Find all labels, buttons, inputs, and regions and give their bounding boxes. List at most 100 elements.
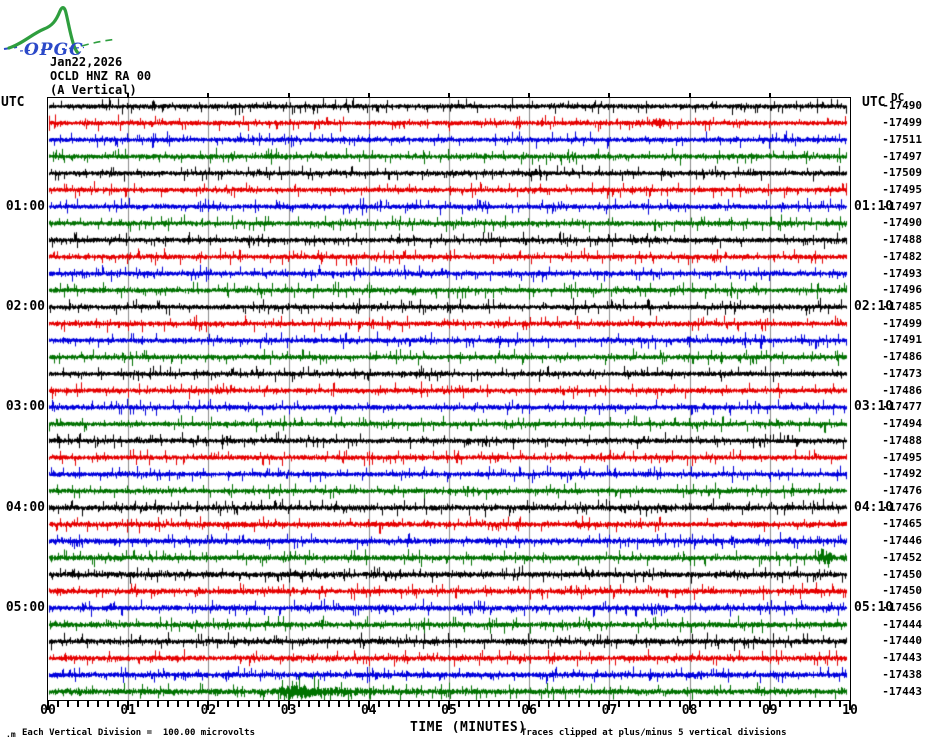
x-axis-minor-tick	[77, 701, 80, 707]
dc-value: -17496	[882, 283, 922, 297]
right-time-label: 02:10	[854, 299, 894, 315]
right-time-label: 05:10	[854, 600, 894, 616]
x-axis-minor-tick	[267, 701, 270, 707]
dc-value: -17490	[882, 216, 922, 230]
left-time-label: 02:00	[5, 299, 45, 315]
x-axis-minor-tick	[237, 701, 240, 707]
x-axis-minor-tick	[488, 701, 491, 707]
x-axis-minor-tick	[257, 701, 260, 707]
x-axis-minor-tick	[548, 701, 551, 707]
plot-top-tick	[528, 93, 531, 97]
plot-top-tick	[207, 93, 210, 97]
x-axis-major-tick	[127, 701, 130, 710]
x-axis-minor-tick	[468, 701, 471, 707]
left-time-label: 05:00	[5, 600, 45, 616]
vertical-division-note: Each Vertical Division = 100.00 microvol…	[22, 728, 255, 738]
x-axis-minor-tick	[798, 701, 801, 707]
x-axis-minor-tick	[57, 701, 60, 707]
x-axis-minor-tick	[738, 701, 741, 707]
right-time-label: 01:10	[854, 198, 894, 214]
x-axis-minor-tick	[578, 701, 581, 707]
x-axis-minor-tick	[147, 701, 150, 707]
dc-value: -17465	[882, 517, 922, 531]
x-axis-tick-label: 04	[360, 703, 377, 718]
dc-value: -17497	[882, 149, 922, 163]
x-axis-tick-label: 02	[200, 703, 217, 718]
dc-column-header: DC	[891, 91, 905, 104]
x-axis-minor-tick	[97, 701, 100, 707]
x-axis-minor-tick	[187, 701, 190, 707]
x-axis-tick-label: 05	[441, 703, 457, 718]
x-axis-minor-tick	[538, 701, 541, 707]
x-axis-minor-tick	[598, 701, 601, 707]
plot-top-tick	[768, 93, 771, 97]
header-component: (A Vertical)	[50, 83, 137, 97]
plot-top-tick	[608, 93, 611, 97]
x-axis-minor-tick	[217, 701, 220, 707]
x-axis-minor-tick	[588, 701, 591, 707]
dc-value: -17492	[882, 467, 922, 481]
x-axis-minor-tick	[748, 701, 751, 707]
x-axis-minor-tick	[648, 701, 651, 707]
dc-value: -17450	[882, 567, 922, 581]
x-axis-minor-tick	[167, 701, 170, 707]
x-axis-minor-tick	[277, 701, 280, 707]
x-axis-minor-tick	[498, 701, 501, 707]
x-axis-minor-tick	[718, 701, 721, 707]
x-axis-minor-tick	[197, 701, 200, 707]
x-axis-minor-tick	[397, 701, 400, 707]
header-station: OCLD HNZ RA 00	[50, 69, 152, 83]
right-time-label: 04:10	[854, 499, 894, 515]
dc-value: -17495	[882, 450, 922, 464]
plot-area	[47, 97, 851, 701]
x-axis-minor-tick	[698, 701, 701, 707]
dc-value: -17499	[882, 316, 922, 330]
x-axis-minor-tick	[247, 701, 250, 707]
clip-note: Traces clipped at plus/minus 5 vertical …	[521, 728, 787, 738]
x-axis-minor-tick	[407, 701, 410, 707]
x-axis-minor-tick	[728, 701, 731, 707]
dc-value: -17438	[882, 667, 922, 681]
x-axis-major-tick	[367, 701, 370, 710]
x-axis-minor-tick	[668, 701, 671, 707]
x-axis-major-tick	[608, 701, 611, 710]
left-time-label: 03:00	[5, 399, 45, 415]
utc-header-right: UTC	[862, 95, 886, 110]
x-axis-minor-tick	[107, 701, 110, 707]
x-axis-minor-tick	[347, 701, 350, 707]
x-axis-minor-tick	[297, 701, 300, 707]
x-axis-minor-tick	[458, 701, 461, 707]
x-axis-minor-tick	[778, 701, 781, 707]
x-axis-minor-tick	[67, 701, 70, 707]
dc-value: -17477	[882, 400, 922, 414]
dc-value: -17443	[882, 684, 922, 698]
x-axis-major-tick	[287, 701, 290, 710]
x-axis-minor-tick	[177, 701, 180, 707]
dc-value: -17450	[882, 584, 922, 598]
dc-value: -17473	[882, 366, 922, 380]
x-axis-tick-label: 03	[280, 703, 297, 718]
dc-value: -17476	[882, 500, 922, 514]
x-axis-minor-tick	[758, 701, 761, 707]
right-time-label: 03:10	[854, 399, 894, 415]
footer-mark: .m	[6, 730, 16, 739]
x-axis-minor-tick	[387, 701, 390, 707]
x-axis-minor-tick	[518, 701, 521, 707]
x-axis-minor-tick	[838, 701, 841, 707]
x-axis-minor-tick	[618, 701, 621, 707]
x-axis-tick-label: 06	[521, 703, 538, 718]
plot-top-tick	[688, 93, 691, 97]
dc-value: -17486	[882, 350, 922, 364]
plot-top-tick	[287, 93, 290, 97]
x-axis-minor-tick	[808, 701, 811, 707]
plot-top-tick	[127, 93, 130, 97]
x-axis-minor-tick	[317, 701, 320, 707]
x-axis-minor-tick	[137, 701, 140, 707]
x-axis-tick-label: 07	[601, 703, 618, 718]
x-axis-minor-tick	[117, 701, 120, 707]
logo-mountain-curve	[7, 6, 80, 55]
dc-value: -17476	[882, 483, 922, 497]
header-date: Jan22,2026	[50, 55, 123, 69]
dc-value: -17482	[882, 249, 922, 263]
